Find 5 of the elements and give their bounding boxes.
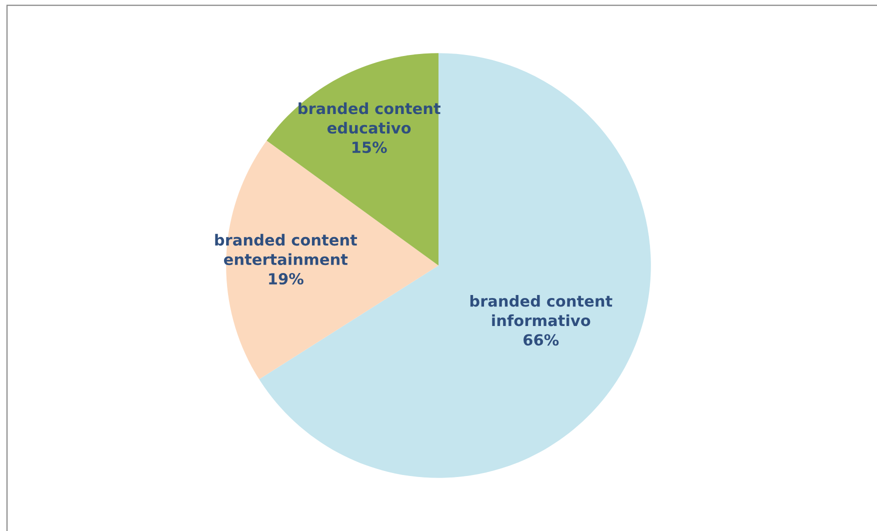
data-label: 15% — [352, 142, 387, 154]
slice-label: branded content informativo — [470, 294, 612, 326]
slice-label: branded content entertainment — [215, 234, 358, 266]
data-label: 66% — [524, 334, 559, 346]
data-label: 19% — [269, 273, 304, 285]
